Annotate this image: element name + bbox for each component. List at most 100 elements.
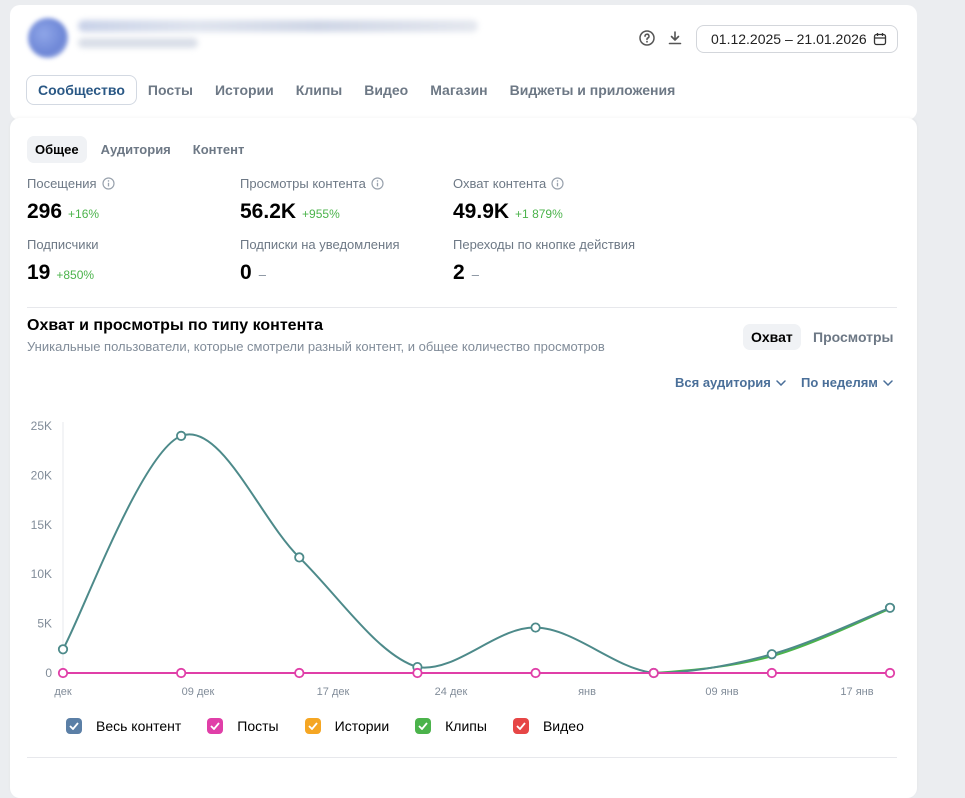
x-tick-label: 17 дек bbox=[317, 686, 350, 698]
date-range-text: 01.12.2025 – 21.01.2026 bbox=[711, 31, 867, 47]
legend-label: Истории bbox=[334, 718, 390, 734]
audience-dropdown[interactable]: Вся аудитория bbox=[675, 375, 786, 390]
stat-action-button-clicks: Переходы по кнопке действия 2– bbox=[453, 237, 635, 285]
tab-video[interactable]: Видео bbox=[364, 82, 409, 98]
stat-label: Охват контента bbox=[453, 176, 547, 191]
x-tick-label: 24 дек bbox=[435, 686, 468, 698]
y-tick-label: 20K bbox=[31, 468, 52, 482]
data-point[interactable] bbox=[57, 667, 69, 679]
stat-delta: +850% bbox=[56, 268, 95, 282]
stat-label: Подписчики bbox=[27, 237, 99, 252]
stat-delta: – bbox=[471, 267, 479, 282]
stat-value: 2 bbox=[453, 261, 465, 284]
tab-posts[interactable]: Посты bbox=[147, 82, 193, 98]
data-point[interactable] bbox=[294, 552, 305, 563]
chart-subtitle: Уникальные пользователи, которые смотрел… bbox=[27, 339, 605, 354]
subtab-general[interactable]: Общее bbox=[27, 136, 87, 163]
x-tick-label: 09 янв bbox=[705, 686, 738, 698]
section-tabs: Сообщество Посты Истории Клипы Видео Маг… bbox=[26, 75, 686, 105]
data-point[interactable] bbox=[766, 649, 777, 660]
y-tick-label: 5K bbox=[37, 617, 52, 631]
checkbox-icon[interactable] bbox=[415, 718, 432, 734]
legend-label: Посты bbox=[237, 718, 279, 734]
x-tick-label: дек bbox=[54, 686, 72, 698]
x-tick-label: 17 янв bbox=[840, 686, 873, 698]
data-point[interactable] bbox=[294, 667, 305, 679]
stat-delta: – bbox=[258, 267, 266, 282]
stat-label: Подписки на уведомления bbox=[240, 237, 400, 252]
legend-clips[interactable]: Клипы bbox=[415, 718, 487, 734]
checkbox-icon[interactable] bbox=[66, 718, 82, 734]
tab-widgets[interactable]: Виджеты и приложения bbox=[509, 82, 676, 98]
stats-card bbox=[10, 118, 917, 798]
data-point[interactable] bbox=[766, 667, 777, 679]
legend-posts[interactable]: Посты bbox=[207, 718, 279, 734]
y-tick-label: 25K bbox=[31, 419, 52, 433]
data-point[interactable] bbox=[530, 622, 541, 633]
community-subtitle-blurred bbox=[78, 38, 198, 48]
stat-value: 296 bbox=[27, 200, 63, 223]
info-icon[interactable] bbox=[101, 177, 115, 190]
stat-value: 56.2K bbox=[240, 200, 297, 223]
stat-delta: +955% bbox=[302, 207, 340, 221]
stat-delta: +1 879% bbox=[515, 207, 563, 221]
info-icon[interactable] bbox=[371, 177, 384, 190]
audience-dropdown-label: Вся аудитория bbox=[675, 375, 771, 390]
subtab-content[interactable]: Контент bbox=[192, 142, 245, 157]
data-point[interactable] bbox=[176, 430, 187, 441]
data-point[interactable] bbox=[176, 667, 187, 679]
toggle-views[interactable]: Просмотры bbox=[813, 329, 894, 345]
x-tick-label: янв bbox=[578, 686, 596, 698]
chevron-down-icon bbox=[776, 379, 786, 386]
date-range-picker[interactable]: 01.12.2025 – 21.01.2026 bbox=[696, 25, 898, 53]
community-avatar[interactable] bbox=[28, 18, 68, 58]
checkbox-icon[interactable] bbox=[304, 718, 321, 734]
data-point[interactable] bbox=[884, 602, 896, 613]
y-tick-label: 15K bbox=[31, 518, 52, 532]
stats-subtabs: Общее Аудитория Контент bbox=[27, 136, 258, 163]
download-icon[interactable] bbox=[666, 29, 684, 47]
tab-community[interactable]: Сообщество bbox=[26, 75, 137, 105]
info-icon[interactable] bbox=[551, 177, 564, 190]
calendar-icon bbox=[873, 33, 887, 46]
tab-clips[interactable]: Клипы bbox=[295, 82, 343, 98]
data-point[interactable] bbox=[530, 667, 541, 679]
help-icon[interactable] bbox=[638, 29, 656, 47]
toggle-reach[interactable]: Охват bbox=[743, 324, 801, 350]
tab-stories[interactable]: Истории bbox=[214, 82, 274, 98]
checkbox-icon[interactable] bbox=[512, 718, 529, 734]
legend-label: Весь контент bbox=[96, 718, 182, 734]
period-dropdown-label: По неделям bbox=[801, 375, 878, 390]
chevron-down-icon bbox=[883, 379, 893, 386]
period-dropdown[interactable]: По неделям bbox=[801, 375, 893, 390]
stat-subscribers: Подписчики 19 +850% bbox=[27, 237, 99, 285]
legend-video[interactable]: Видео bbox=[512, 718, 584, 734]
stat-delta: +16% bbox=[68, 207, 100, 221]
divider bbox=[27, 757, 897, 758]
divider bbox=[27, 307, 897, 308]
stat-label: Посещения bbox=[27, 176, 97, 191]
data-point[interactable] bbox=[648, 667, 659, 679]
legend-label: Клипы bbox=[445, 718, 487, 734]
legend-stories[interactable]: Истории bbox=[304, 718, 390, 734]
subtab-audience[interactable]: Аудитория bbox=[100, 142, 171, 157]
legend-all-content[interactable]: Весь контент bbox=[66, 718, 181, 734]
community-name-blurred bbox=[78, 20, 478, 32]
stat-value: 0 bbox=[240, 261, 252, 284]
chart-title: Охват и просмотры по типу контента bbox=[27, 317, 323, 334]
stat-notification-subscriptions: Подписки на уведомления 0– bbox=[240, 237, 400, 285]
stat-content-reach: Охват контента 49.9K +1 879% bbox=[453, 176, 564, 224]
series-line bbox=[62, 433, 891, 675]
series-line bbox=[63, 607, 891, 675]
data-point[interactable] bbox=[412, 667, 423, 679]
stat-value: 19 bbox=[27, 261, 51, 284]
tab-shop[interactable]: Магазин bbox=[430, 82, 488, 98]
data-point[interactable] bbox=[57, 644, 69, 655]
chart-legend: Весь контент Посты Истории Клипы Видео bbox=[66, 718, 610, 734]
checkbox-icon[interactable] bbox=[207, 718, 224, 734]
legend-label: Видео bbox=[542, 718, 584, 734]
stat-visits: Посещения 296 +16% bbox=[27, 176, 115, 224]
stat-value: 49.9K bbox=[453, 200, 510, 223]
data-point[interactable] bbox=[884, 667, 896, 679]
